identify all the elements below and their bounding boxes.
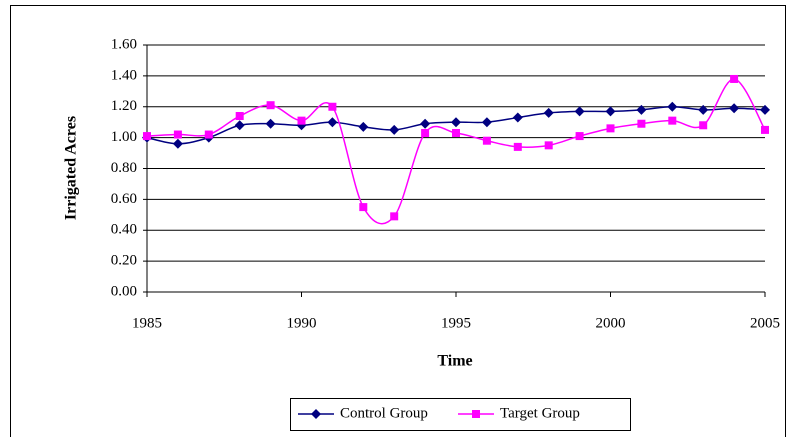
data-point bbox=[359, 203, 368, 212]
y-tick-label: 1.40 bbox=[111, 67, 137, 83]
data-point bbox=[575, 132, 584, 141]
data-point bbox=[761, 125, 769, 134]
data-point bbox=[390, 212, 399, 221]
data-point bbox=[605, 106, 616, 117]
legend-marker bbox=[311, 409, 321, 419]
x-tick-label: 2005 bbox=[750, 315, 780, 331]
data-point bbox=[265, 118, 276, 129]
data-point bbox=[234, 120, 245, 131]
data-point bbox=[358, 121, 369, 132]
data-point bbox=[420, 118, 431, 129]
x-tick-label: 1995 bbox=[441, 315, 471, 331]
y-tick-label: 0.80 bbox=[111, 160, 137, 176]
data-point bbox=[173, 130, 182, 139]
x-tick-label: 2000 bbox=[596, 315, 626, 331]
data-point bbox=[512, 112, 523, 123]
legend-label: Control Group bbox=[340, 405, 428, 421]
x-tick-label: 1990 bbox=[287, 315, 317, 331]
data-point bbox=[543, 107, 554, 118]
y-tick-label: 0.20 bbox=[111, 253, 137, 269]
y-tick-label: 0.40 bbox=[111, 222, 137, 238]
data-point bbox=[451, 117, 461, 128]
y-tick-label: 0.60 bbox=[111, 191, 137, 207]
data-point bbox=[297, 116, 306, 125]
y-tick-label: 1.20 bbox=[111, 98, 137, 114]
data-point bbox=[327, 117, 338, 128]
data-point bbox=[328, 102, 337, 111]
data-point bbox=[172, 138, 183, 149]
data-point bbox=[606, 124, 615, 133]
chart-border bbox=[10, 5, 786, 437]
x-tick-label: 1985 bbox=[132, 315, 162, 331]
data-point bbox=[421, 128, 430, 137]
y-tick-label: 0.00 bbox=[111, 283, 137, 299]
data-point bbox=[481, 117, 492, 128]
x-axis-title: Time bbox=[437, 353, 472, 370]
y-tick-label: 1.60 bbox=[111, 36, 137, 52]
data-point bbox=[482, 136, 491, 145]
legend-label: Target Group bbox=[500, 405, 580, 421]
data-point bbox=[730, 74, 739, 83]
data-point bbox=[668, 116, 677, 125]
data-point bbox=[729, 103, 740, 114]
data-point bbox=[204, 130, 213, 139]
data-point bbox=[699, 121, 708, 130]
data-point bbox=[235, 112, 244, 121]
data-point bbox=[513, 142, 522, 151]
data-point bbox=[544, 141, 553, 150]
data-point bbox=[636, 104, 647, 115]
data-point bbox=[667, 101, 678, 112]
y-tick-label: 1.00 bbox=[111, 129, 137, 145]
legend-marker bbox=[472, 410, 480, 418]
data-point bbox=[760, 104, 770, 115]
data-point bbox=[698, 104, 709, 115]
data-point bbox=[637, 119, 646, 128]
data-point bbox=[143, 132, 151, 141]
data-point bbox=[266, 101, 275, 110]
y-axis-title: Irrigated Acres bbox=[63, 116, 80, 220]
data-point bbox=[574, 106, 585, 117]
data-point bbox=[389, 124, 400, 135]
data-point bbox=[452, 128, 460, 137]
